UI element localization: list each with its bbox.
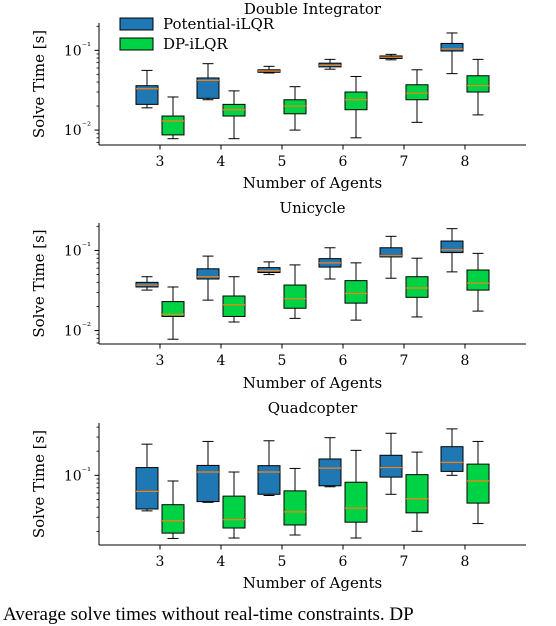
box-potential-ilqr [440,42,464,52]
box-dp-ilqr [283,490,307,526]
x-tick-label: 3 [156,554,165,570]
x-tick-label: 5 [278,353,287,369]
box-potential-ilqr [135,85,159,105]
box-dp-ilqr [283,99,307,115]
box-dp-ilqr [222,495,246,529]
y-tick-label: 10⁻¹ [64,241,91,259]
box-potential-ilqr [379,247,403,258]
x-tick-label: 5 [278,554,287,570]
x-axis-label: Number of Agents [243,574,382,592]
y-tick-label: 10⁻¹ [64,41,91,59]
box-dp-ilqr [161,301,185,317]
x-tick-label: 7 [400,154,409,170]
box-dp-ilqr [405,84,429,101]
box-potential-ilqr [196,268,220,280]
legend-swatch [119,17,154,31]
x-tick-label: 6 [339,154,348,170]
panel-title: Unicycle [279,199,345,217]
box-dp-ilqr [466,463,490,504]
y-tick-label: 10⁻² [64,121,91,139]
legend-label: Potential-iLQR [163,15,275,33]
x-tick-label: 4 [217,353,226,369]
panel-title: Double Integrator [244,0,382,18]
figure-caption: : Average solve times without real-time … [0,604,414,625]
box-potential-ilqr [318,458,342,487]
box-dp-ilqr [466,269,490,291]
x-tick-label: 6 [339,353,348,369]
box-potential-ilqr [196,77,220,99]
box-potential-ilqr [196,464,220,503]
x-tick-label: 7 [400,554,409,570]
x-axis-label: Number of Agents [243,374,382,392]
box-dp-ilqr [344,91,368,111]
box-potential-ilqr [379,454,403,478]
box-dp-ilqr [161,115,185,136]
y-axis-label: Solve Time [s] [30,30,48,138]
box-dp-ilqr [344,481,368,523]
y-axis-label: Solve Time [s] [30,229,48,337]
box-dp-ilqr [405,276,429,298]
x-tick-label: 6 [339,554,348,570]
x-tick-label: 5 [278,154,287,170]
box-plot-figure: Double Integrator 10⁻² 10⁻¹ Solve Time [s] 3… [30,0,526,592]
x-tick-label: 8 [461,154,470,170]
x-tick-label: 3 [156,353,165,369]
box-potential-ilqr [135,467,159,510]
x-axis-label: Number of Agents [243,174,382,192]
x-tick-label: 7 [400,353,409,369]
x-tick-label: 8 [461,353,470,369]
legend-swatch [119,37,154,51]
y-tick-label: 10⁻² [64,322,91,340]
box-potential-ilqr [440,240,464,254]
x-tick-label: 3 [156,154,165,170]
x-tick-label: 4 [217,154,226,170]
box-potential-ilqr [257,465,281,495]
box-dp-ilqr [466,75,490,93]
box-dp-ilqr [405,474,429,514]
box-dp-ilqr [222,295,246,317]
box-potential-ilqr [440,446,464,472]
y-axis-label: Solve Time [s] [30,430,48,538]
legend-label: DP-iLQR [163,35,228,53]
x-tick-label: 8 [461,554,470,570]
panel-title: Quadcopter [268,399,358,417]
x-tick-label: 4 [217,554,226,570]
box-dp-ilqr [283,284,307,309]
y-tick-label: 10⁻¹ [64,466,91,484]
box-dp-ilqr [161,504,185,534]
box-dp-ilqr [344,280,368,304]
